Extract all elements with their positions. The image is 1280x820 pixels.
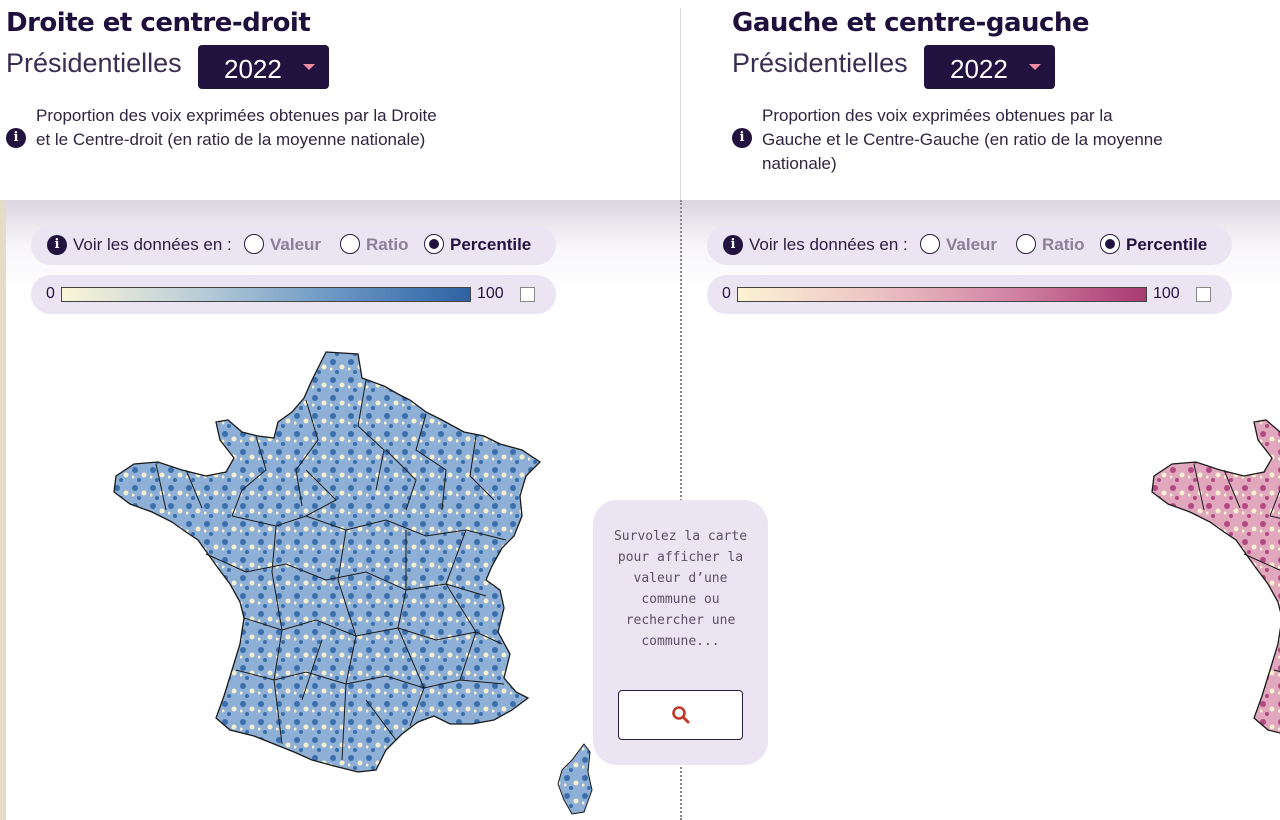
year-value: 2022	[950, 54, 1008, 84]
radio-label: Percentile	[450, 235, 532, 254]
radio-valeur[interactable]: Valeur	[920, 234, 1010, 256]
color-scale: 0 100	[707, 275, 1232, 314]
france-mainland[interactable]	[1151, 352, 1280, 772]
department-border	[385, 449, 417, 511]
info-icon[interactable]: i	[6, 128, 26, 148]
radio-circle	[1016, 234, 1036, 254]
scale-max-label: 100	[477, 285, 504, 302]
department-border	[305, 469, 337, 517]
search-icon	[672, 706, 690, 724]
panel-gauche: Gauche et centre-gauche Présidentielles …	[707, 0, 1280, 820]
department-border	[357, 379, 385, 491]
radio-percentile[interactable]: Percentile	[1100, 234, 1220, 256]
scale-min-label: 0	[722, 285, 731, 302]
department-border	[365, 699, 397, 741]
radio-label: Ratio	[366, 235, 409, 254]
view-mode-label: Voir les données en :	[73, 235, 232, 254]
department-border	[185, 469, 203, 509]
department-border	[235, 669, 505, 689]
hover-instructions: Survolez la carte pour afficher la valeu…	[613, 529, 748, 649]
department-border	[231, 435, 267, 517]
department-border	[231, 515, 507, 541]
radio-circle-checked	[1100, 234, 1120, 254]
panel-title: Droite et centre-droit	[6, 8, 311, 38]
radio-ratio[interactable]: Ratio	[340, 234, 418, 256]
radio-label: Ratio	[1042, 235, 1085, 254]
department-border	[301, 639, 323, 701]
department-border	[155, 463, 167, 511]
scale-checkbox[interactable]	[1196, 287, 1211, 302]
radio-label: Valeur	[270, 235, 322, 254]
election-label: Présidentielles	[6, 48, 182, 78]
view-mode-toggle: i Voir les données en : Valeur Ratio Per…	[707, 225, 1232, 265]
department-border	[469, 435, 495, 501]
header-divider	[680, 8, 681, 200]
caret-down-icon	[1029, 64, 1041, 70]
info-icon[interactable]: i	[723, 235, 743, 255]
department-border	[1193, 463, 1205, 511]
caret-down-icon	[303, 64, 315, 70]
radio-label: Percentile	[1126, 235, 1208, 254]
info-icon[interactable]: i	[47, 235, 67, 255]
department-border	[397, 530, 425, 727]
france-map[interactable]	[6, 340, 606, 820]
department-border	[1269, 489, 1280, 517]
scale-gradient-bar	[737, 287, 1147, 302]
map-group	[113, 351, 593, 815]
department-border	[271, 525, 283, 745]
year-value: 2022	[224, 54, 282, 84]
radio-label: Valeur	[946, 235, 998, 254]
radio-percentile[interactable]: Percentile	[424, 234, 544, 256]
view-mode-label: Voir les données en :	[749, 235, 908, 254]
department-border	[295, 399, 319, 507]
year-select[interactable]: 2022	[198, 45, 329, 89]
view-mode-toggle: i Voir les données en : Valeur Ratio Per…	[31, 225, 556, 265]
info-icon[interactable]: i	[732, 128, 752, 148]
hover-search-card: Survolez la carte pour afficher la valeu…	[593, 500, 768, 765]
radio-ratio[interactable]: Ratio	[1016, 234, 1094, 256]
header-band	[0, 0, 1280, 200]
map-group	[1151, 352, 1280, 772]
department-border	[205, 553, 487, 597]
panel-droite: Droite et centre-droit Présidentielles 2…	[6, 0, 593, 820]
france-map[interactable]	[0, 340, 1280, 820]
scale-max-label: 100	[1153, 285, 1180, 302]
france-mainland[interactable]	[113, 351, 542, 773]
radio-circle	[244, 234, 264, 254]
scale-min-label: 0	[46, 285, 55, 302]
department-border	[445, 529, 477, 681]
left-edge-strip	[0, 200, 6, 820]
department-border	[415, 413, 447, 511]
color-scale: 0 100	[31, 275, 556, 314]
department-border	[1223, 469, 1241, 509]
description: Proportion des voix exprimées obtenues p…	[36, 106, 437, 149]
scale-gradient-bar	[61, 287, 471, 302]
radio-circle	[920, 234, 940, 254]
panel-title: Gauche et centre-gauche	[732, 8, 1090, 38]
election-label: Présidentielles	[732, 48, 908, 78]
description: Proportion des voix exprimées obtenues p…	[762, 106, 1163, 173]
radio-circle	[340, 234, 360, 254]
corsica[interactable]	[557, 743, 593, 815]
year-select[interactable]: 2022	[924, 45, 1055, 89]
department-border	[337, 529, 357, 761]
scale-checkbox[interactable]	[520, 287, 535, 302]
search-button[interactable]	[618, 690, 743, 740]
department-border	[243, 617, 503, 645]
radio-valeur[interactable]: Valeur	[244, 234, 334, 256]
radio-circle-checked	[424, 234, 444, 254]
